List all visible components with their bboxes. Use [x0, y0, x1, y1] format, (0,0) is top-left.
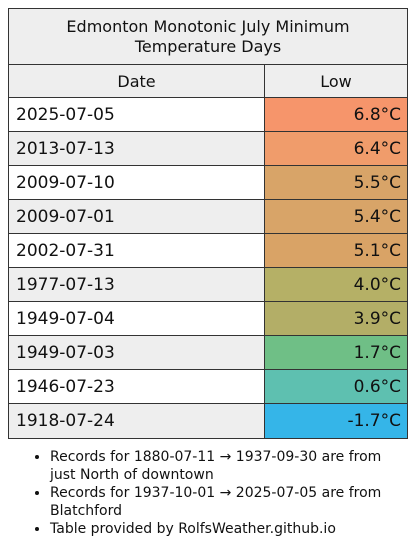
- table-row: 2002-07-31 5.1°C: [9, 234, 407, 268]
- table-row: 1918-07-24 -1.7°C: [9, 404, 407, 438]
- table-body: 2025-07-05 6.8°C 2013-07-13 6.4°C 2009-07-10…: [9, 98, 407, 438]
- records-table: Edmonton Monotonic July Minimum Temperat…: [8, 8, 408, 439]
- low-temperature-cell: 3.9°C: [265, 302, 407, 335]
- table-row: 2013-07-13 6.4°C: [9, 132, 407, 166]
- low-temperature-cell: 5.5°C: [265, 166, 407, 199]
- note-item: Records for 1880-07-11 → 1937-09-30 are …: [50, 448, 410, 484]
- note-item: Table provided by RolfsWeather.github.io: [50, 520, 410, 538]
- date-cell: 2013-07-13: [9, 132, 265, 165]
- note-item: Records for 1937-10-01 → 2025-07-05 are …: [50, 484, 410, 520]
- table-row: 2025-07-05 6.8°C: [9, 98, 407, 132]
- date-cell: 2009-07-10: [9, 166, 265, 199]
- date-cell: 1949-07-03: [9, 336, 265, 369]
- table-title: Edmonton Monotonic July Minimum Temperat…: [9, 9, 407, 65]
- table-row: 1949-07-04 3.9°C: [9, 302, 407, 336]
- table-row: 2009-07-10 5.5°C: [9, 166, 407, 200]
- low-temperature-cell: 5.4°C: [265, 200, 407, 233]
- low-temperature-cell: 6.4°C: [265, 132, 407, 165]
- low-temperature-cell: 5.1°C: [265, 234, 407, 267]
- table-row: 1946-07-23 0.6°C: [9, 370, 407, 404]
- date-cell: 1946-07-23: [9, 370, 265, 403]
- low-temperature-cell: 4.0°C: [265, 268, 407, 301]
- table-row: 1949-07-03 1.7°C: [9, 336, 407, 370]
- low-temperature-cell: 1.7°C: [265, 336, 407, 369]
- date-cell: 1977-07-13: [9, 268, 265, 301]
- date-cell: 1918-07-24: [9, 404, 265, 438]
- notes-list: Records for 1880-07-11 → 1937-09-30 are …: [30, 448, 410, 538]
- table-header: Date Low: [9, 65, 407, 98]
- column-header-date: Date: [9, 65, 265, 97]
- date-cell: 1949-07-04: [9, 302, 265, 335]
- table-row: 2009-07-01 5.4°C: [9, 200, 407, 234]
- low-temperature-cell: -1.7°C: [265, 404, 407, 438]
- low-temperature-cell: 0.6°C: [265, 370, 407, 403]
- date-cell: 2002-07-31: [9, 234, 265, 267]
- date-cell: 2009-07-01: [9, 200, 265, 233]
- table-row: 1977-07-13 4.0°C: [9, 268, 407, 302]
- date-cell: 2025-07-05: [9, 98, 265, 131]
- column-header-low: Low: [320, 71, 352, 91]
- low-temperature-cell: 6.8°C: [265, 98, 407, 131]
